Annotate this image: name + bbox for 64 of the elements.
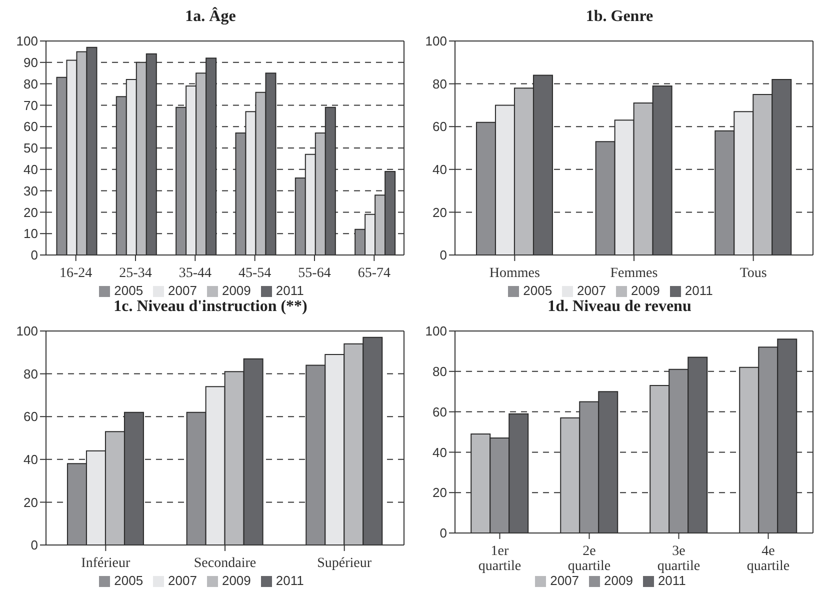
x-tick-label: Femmes	[610, 266, 658, 281]
y-tick-label: 80	[432, 76, 447, 92]
y-tick-label: 20	[24, 204, 38, 220]
y-tick-label: 0	[440, 526, 447, 541]
legend-label: 2005	[114, 283, 144, 298]
y-tick-label: 0	[440, 248, 447, 263]
legend-label: 2009	[222, 283, 251, 298]
legend-label: 2009	[630, 283, 660, 298]
legend-label: 2011	[276, 283, 304, 298]
y-tick-label: 60	[432, 119, 447, 134]
x-tick-label: 45-54	[238, 266, 272, 281]
y-tick-label: 50	[24, 140, 38, 156]
legend-label: 2007	[168, 283, 197, 298]
y-tick-label: 10	[24, 226, 38, 242]
y-tick-label: 20	[432, 485, 447, 500]
x-tick-label: 65-74	[358, 266, 391, 281]
x-tick-label: 3e quartile	[657, 544, 700, 574]
x-tick-label: Tous	[740, 266, 767, 281]
legend-label: 2005	[114, 573, 144, 588]
x-tick-label: 4e quartile	[746, 544, 790, 574]
x-tick-label: Hommes	[489, 266, 540, 281]
x-tick-label: Supérieur	[317, 556, 372, 571]
y-tick-label: 90	[24, 55, 38, 70]
chart-title: 1a. Âge	[184, 8, 237, 27]
y-tick-label: 100	[16, 34, 38, 49]
legend-label: 2011	[658, 573, 686, 588]
x-tick-label: Inférieur	[81, 556, 130, 571]
legend-label: 2011	[276, 573, 304, 588]
x-tick-label: Secondaire	[194, 556, 256, 571]
y-tick-label: 80	[24, 76, 38, 92]
y-tick-label: 60	[24, 409, 38, 424]
y-tick-label: 100	[425, 34, 447, 49]
y-tick-label: 20	[432, 204, 447, 220]
y-tick-label: 40	[432, 444, 447, 460]
y-tick-label: 80	[432, 364, 447, 380]
y-tick-label: 40	[432, 162, 447, 178]
chart-title: 1d. Niveau de revenu	[546, 298, 692, 317]
chart-title: 1c. Niveau d'instruction (**)	[112, 298, 308, 317]
y-tick-label: 40	[24, 162, 38, 178]
x-tick-label: 25-34	[119, 266, 152, 281]
legend-label: 2007	[168, 573, 197, 588]
y-tick-label: 60	[24, 119, 38, 134]
chart-title: 1b. Genre	[584, 8, 654, 27]
y-tick-label: 40	[24, 452, 38, 468]
legend-label: 2007	[550, 573, 580, 588]
legend-label: 2007	[577, 283, 606, 298]
legend-label: 2011	[684, 283, 713, 298]
y-tick-label: 0	[30, 538, 38, 553]
y-tick-label: 70	[24, 98, 38, 113]
legend-label: 2009	[222, 573, 251, 588]
y-tick-label: 0	[30, 248, 38, 263]
legend-label: 2009	[604, 573, 633, 588]
y-tick-label: 80	[24, 366, 38, 382]
y-tick-label: 20	[24, 494, 38, 510]
y-tick-label: 60	[432, 404, 447, 420]
y-tick-label: 100	[425, 324, 447, 339]
y-tick-label: 30	[24, 183, 38, 198]
legend-label: 2005	[523, 283, 552, 298]
x-tick-label: 1er quartile	[478, 544, 522, 574]
y-tick-label: 100	[16, 324, 38, 339]
x-tick-label: 16-24	[59, 266, 92, 281]
x-tick-label: 55-64	[298, 266, 331, 281]
x-tick-label: 35-44	[178, 266, 212, 281]
x-tick-label: 2e quartile	[568, 544, 611, 574]
